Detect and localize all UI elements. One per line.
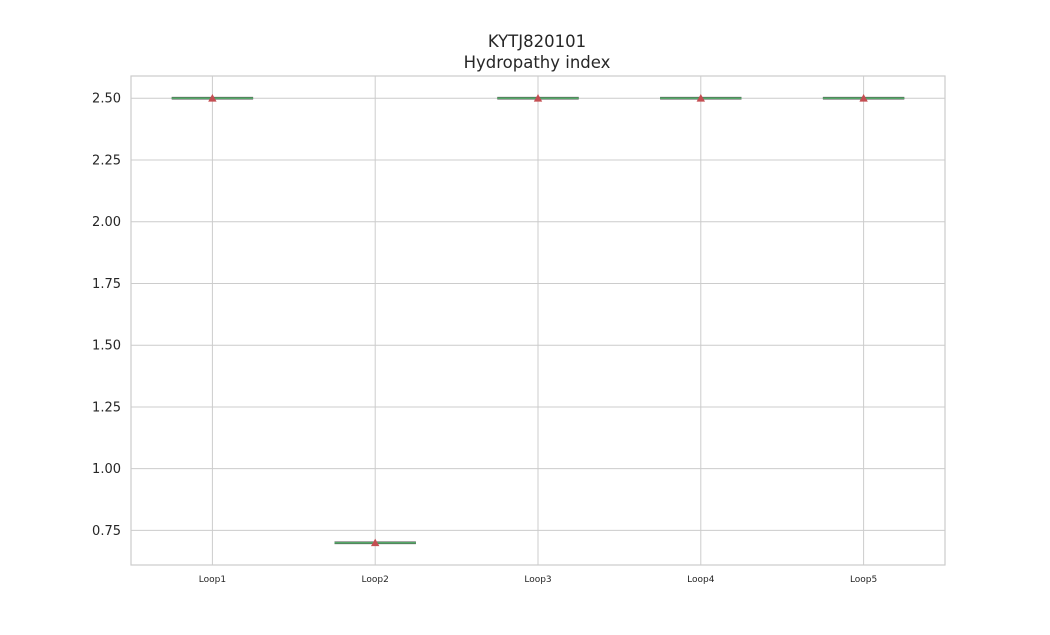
x-tick-label: Loop3 <box>524 575 551 585</box>
y-tick-label: 2.00 <box>92 215 121 230</box>
y-tick-label: 0.75 <box>92 524 121 539</box>
box-plots <box>171 94 905 547</box>
x-tick-label: Loop1 <box>199 575 226 585</box>
y-tick-label: 2.50 <box>92 92 121 107</box>
y-axis-ticks: 0.75 1.00 1.25 1.50 1.75 2.00 2.25 2.50 <box>92 92 121 539</box>
x-tick-label: Loop5 <box>850 575 877 585</box>
mean-marker-loop3 <box>533 94 543 102</box>
mean-marker-loop2 <box>371 538 380 547</box>
y-tick-label: 2.25 <box>92 153 121 168</box>
x-tick-label: Loop4 <box>687 575 715 585</box>
y-tick-label: 1.00 <box>92 462 121 477</box>
y-tick-label: 1.50 <box>92 339 121 354</box>
grid-lines <box>131 76 945 565</box>
x-tick-label: Loop2 <box>362 575 389 585</box>
mean-marker-loop4 <box>696 94 705 102</box>
mean-marker-loop5 <box>859 94 868 102</box>
x-axis-ticks: Loop1 Loop2 Loop3 Loop4 Loop5 <box>199 575 878 585</box>
chart-title-line-1: KYTJ820101 <box>488 32 586 51</box>
y-tick-label: 1.25 <box>92 400 121 415</box>
chart-title-line-2: Hydropathy index <box>464 53 611 72</box>
plot-area-frame <box>130 75 946 566</box>
mean-marker-loop1 <box>208 94 217 102</box>
y-tick-label: 1.75 <box>92 277 121 292</box>
